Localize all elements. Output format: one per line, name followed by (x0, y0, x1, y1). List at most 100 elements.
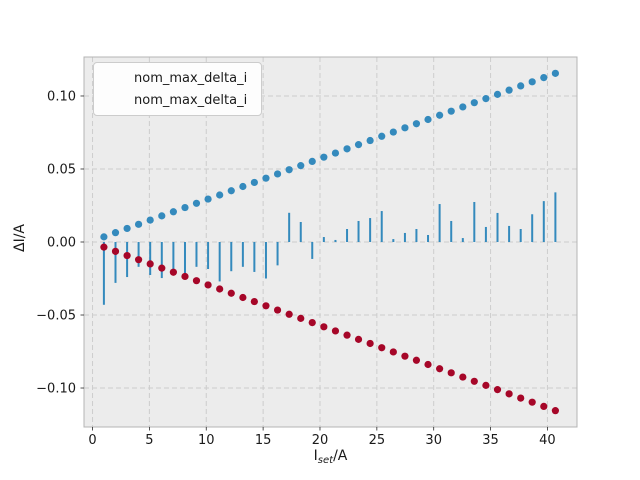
delta-bar (461, 238, 464, 242)
delta-bar (450, 220, 453, 242)
blue-data-point (100, 233, 108, 241)
red-data-point (389, 348, 397, 356)
delta-bar (519, 229, 522, 242)
red-data-point (366, 339, 374, 348)
y-tick-label: 0.00 (47, 236, 76, 251)
blue-data-point (412, 120, 421, 128)
blue-data-point (216, 191, 224, 199)
x-tick-label: 30 (425, 433, 442, 448)
blue-data-point (239, 182, 247, 191)
red-data-point (493, 386, 502, 394)
x-tick-label: 15 (255, 433, 272, 448)
blue-data-point (146, 216, 154, 224)
delta-bar (473, 201, 476, 242)
red-data-point (181, 272, 189, 281)
delta-bar (357, 220, 360, 242)
red-data-point (459, 373, 467, 381)
blue-data-point (436, 111, 444, 119)
delta-bar (276, 242, 279, 266)
blue-data-point (262, 174, 270, 182)
delta-bar (484, 226, 487, 242)
delta-bar (264, 242, 267, 279)
delta-bar (554, 192, 557, 242)
blue-data-point (551, 69, 559, 77)
blue-data-point (470, 99, 478, 107)
red-data-point (216, 285, 224, 293)
blue-data-point (505, 86, 513, 94)
blue-data-point (123, 224, 131, 233)
blue-data-point (308, 157, 316, 166)
red-data-point (343, 331, 351, 339)
blue-data-point (297, 162, 305, 170)
red-data-point (517, 394, 525, 402)
red-data-point (436, 365, 444, 373)
delta-bar (230, 242, 233, 272)
delta-bar (415, 229, 418, 242)
delta-bar (183, 242, 186, 275)
delta-bar (299, 221, 302, 242)
delta-bar (496, 212, 499, 242)
red-data-point (111, 247, 120, 255)
blue-data-point (227, 187, 235, 195)
red-data-point (482, 381, 490, 389)
delta-bar (102, 242, 105, 305)
x-axis-label-subscript: set (317, 455, 334, 466)
red-data-point (297, 314, 305, 322)
red-data-point (262, 302, 270, 310)
delta-bar (149, 242, 152, 275)
delta-bar (346, 229, 349, 242)
y-axis-label: ΔI/A (12, 224, 28, 252)
delta-bar (403, 232, 406, 242)
red-data-point (169, 268, 177, 276)
y-tick-label: −0.05 (36, 309, 76, 324)
delta-bar (380, 211, 383, 242)
red-data-point (134, 256, 143, 264)
delta-bar (322, 237, 325, 242)
x-axis-label: Iset/A (84, 448, 577, 466)
red-data-point (320, 323, 328, 331)
red-data-point (331, 327, 340, 335)
blue-data-point (482, 95, 490, 103)
delta-bar (114, 242, 117, 283)
red-data-point (551, 407, 559, 415)
blue-data-point (459, 103, 467, 111)
delta-bar (218, 242, 221, 282)
blue-data-point (447, 107, 455, 115)
delta-bar (531, 214, 534, 242)
blue-data-point (181, 203, 189, 212)
blue-data-point (389, 128, 397, 136)
red-data-point (146, 260, 154, 268)
blue-data-point (331, 149, 340, 157)
red-data-point (100, 243, 108, 251)
delta-bar (438, 204, 441, 242)
delta-bar (288, 212, 291, 242)
delta-bar (195, 242, 198, 267)
red-data-point (192, 277, 201, 285)
delta-bar (241, 242, 244, 267)
x-tick-label: 35 (482, 433, 499, 448)
blue-data-point (273, 170, 282, 178)
red-data-point (273, 306, 282, 314)
x-tick-label: 20 (312, 433, 329, 448)
blue-data-point (343, 145, 351, 153)
legend-label: nom_max_delta_i (134, 70, 248, 86)
red-data-point (401, 352, 409, 360)
red-data-point (447, 369, 455, 377)
x-tick-label: 40 (539, 433, 556, 448)
red-data-point (123, 251, 131, 260)
delta-bar (207, 242, 210, 270)
blue-data-point (493, 90, 502, 98)
blue-data-point (250, 178, 258, 187)
blue-data-point (354, 141, 363, 149)
delta-bar (334, 239, 337, 242)
blue-data-point (134, 220, 143, 228)
delta-bar (172, 242, 175, 272)
blue-data-point (320, 153, 328, 161)
delta-bar (542, 201, 545, 242)
red-data-point (250, 297, 258, 306)
red-dot-marker-icon (113, 97, 120, 104)
blue-data-point (158, 212, 166, 220)
red-data-point (239, 293, 247, 302)
